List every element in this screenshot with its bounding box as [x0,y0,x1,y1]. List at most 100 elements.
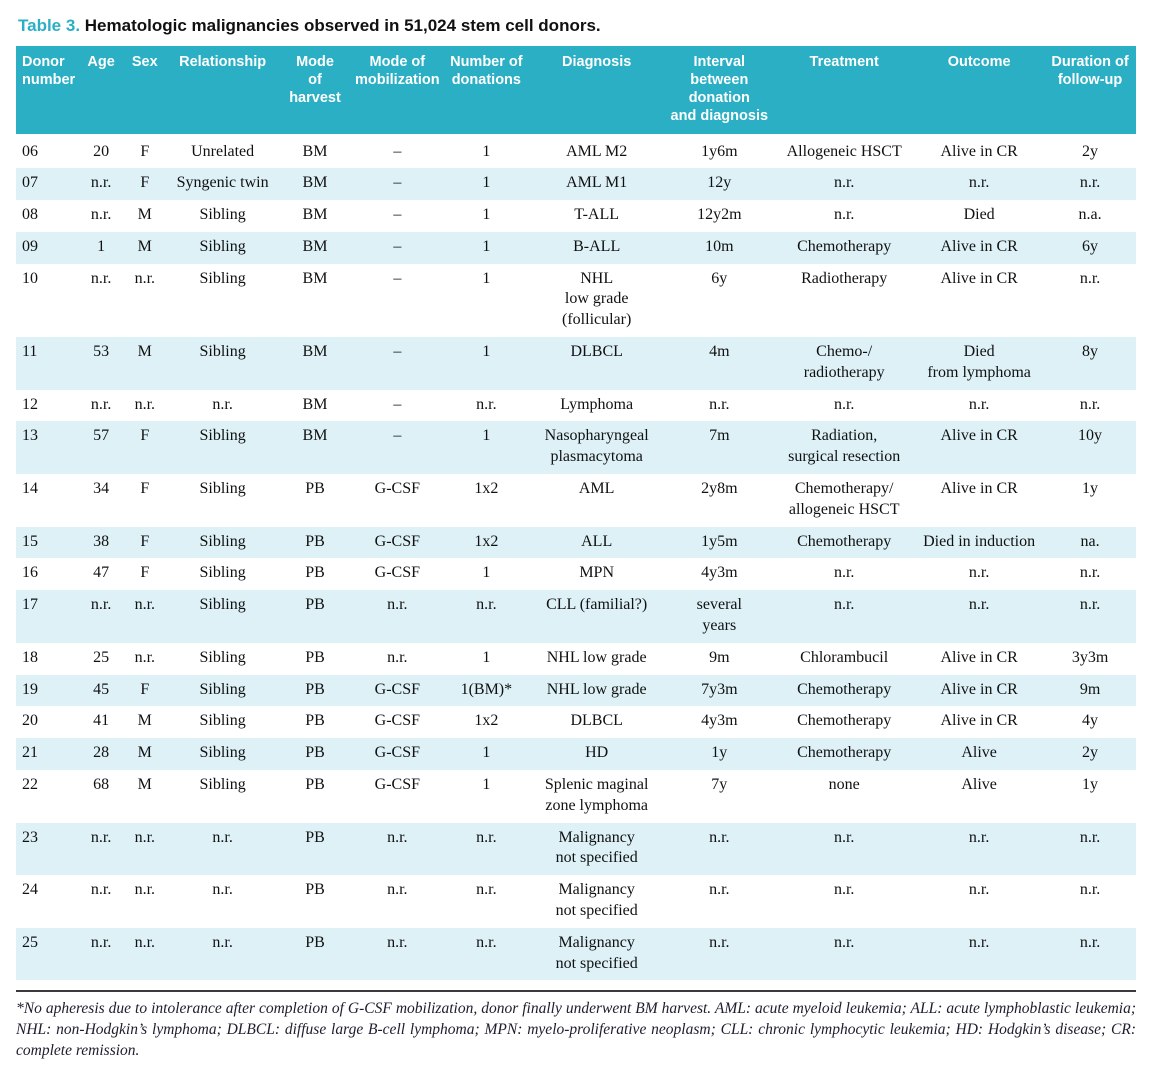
table-cell: 47 [93,564,110,582]
table-cell: Syngenic twin [176,174,269,192]
table-row: 18 25 n.r. Sibling PB n.r. 1 NHL low grade 9m Chl… [16,643,1136,675]
table-cell: n.r. [709,881,730,899]
table-cell: Chemotherapy [797,532,892,550]
table-cell: ALL [581,532,613,550]
table-cell: – [393,269,402,287]
table-cell: G-CSF [374,776,420,794]
table-cell: 11 [22,343,38,361]
table-cell: M [137,776,152,794]
table-title: Table 3. Hematologic malignancies observ… [18,16,1134,36]
table-cell: n.r. [90,269,112,287]
table-cell: 06 [22,142,38,160]
table-cell: 22 [22,776,38,794]
malignancies-table: Donor number Age Sex Relationship Mode of ha… [16,46,1136,981]
table-cell: – [393,174,402,192]
table-cell: 1 [482,648,491,666]
column-header: Treatment [774,46,915,137]
table-cell: 1x2 [474,532,499,550]
table-cell: – [393,142,402,160]
table-cell: 09 [22,237,38,255]
table-cell: n.r. [709,395,730,413]
table-cell: Radiation, surgical resection [788,427,901,466]
table-cell: 1y [1082,776,1099,794]
table-cell: n.r. [387,881,408,899]
table-cell: F [140,480,150,498]
table-cell: Sibling [199,564,246,582]
table-cell: Sibling [199,648,246,666]
table-row: 12 n.r. n.r. n.r. BM – n.r. Lymphoma n.r. n.r. n.r… [16,390,1136,422]
table-cell: n.r. [833,596,855,614]
table-cell: G-CSF [374,744,420,762]
table-cell: BM [302,206,328,224]
table-cell: 23 [22,828,38,846]
table-cell: 1 [482,744,491,762]
table-cell: – [393,237,402,255]
table-cell: n.r. [1079,564,1101,582]
table-cell: G-CSF [374,532,420,550]
table-cell: 15 [22,532,38,550]
header-row: Donor number Age Sex Relationship Mode of ha… [16,46,1136,137]
table-cell: PB [305,480,325,498]
table-cell: n.r. [134,648,156,666]
table-row: 25 n.r. n.r. n.r. PB n.r. n.r. Malignancy not s… [16,927,1136,981]
table-cell: n.r. [387,828,408,846]
table-cell: Chemotherapy [797,744,892,762]
table-cell: 2y8m [701,480,738,498]
table-row: 19 45 F Sibling PB G-CSF 1(BM)* NHL low grade 7y… [16,674,1136,707]
table-cell: n.r. [968,174,990,192]
table-cell: n.r. [833,564,855,582]
table-cell: n.r. [476,596,497,614]
table-cell: BM [302,395,328,413]
table-cell: G-CSF [374,564,420,582]
table-cell: n.r. [968,881,990,899]
table-cell: 57 [93,427,110,445]
table-cell: HD [585,744,609,762]
table-cell: 10y [1078,427,1103,445]
table-cell: 1x2 [474,480,499,498]
table-cell: M [137,206,152,224]
table-cell: 1 [482,237,491,255]
table-cell: 1 [482,776,491,794]
table-cell: 34 [93,480,110,498]
table-cell: 9m [1079,680,1101,698]
table-cell: BM [302,343,328,361]
column-header: Outcome [914,46,1045,137]
table-cell: G-CSF [374,712,420,730]
table-cell: 14 [22,480,38,498]
table-header: Donor number Age Sex Relationship Mode of ha… [16,46,1136,137]
table-cell: 1 [482,269,491,287]
table-cell: Sibling [199,237,246,255]
table-cell: 6y [1082,237,1099,255]
table-cell: 16 [22,564,38,582]
table-cell: n.r. [476,395,497,413]
table-cell: Unrelated [191,142,255,160]
table-row: 15 38 F Sibling PB G-CSF 1x2 ALL 1y5m Chemotherap… [16,526,1136,559]
table-cell: Malignancy not specified [555,933,638,972]
table-cell: 25 [93,648,110,666]
table-cell: 4y3m [701,712,738,730]
table-cell: 1x2 [474,712,499,730]
table-cell: 7m [709,427,730,445]
table-row: 20 41 M Sibling PB G-CSF 1x2 DLBCL 4y3m Chemother… [16,706,1136,738]
table-row: 17 n.r. n.r. Sibling PB n.r. n.r. CLL (familial… [16,590,1136,643]
table-cell: 20 [93,142,110,160]
table-cell: 12y [707,174,732,192]
table-cell: 68 [93,776,110,794]
table-cell: n.r. [968,828,990,846]
table-cell: several years [696,596,742,635]
table-cell: 20 [22,712,38,730]
table-cell: 18 [22,648,38,666]
table-cell: Died [963,206,995,224]
table-cell: 8y [1082,343,1099,361]
table-cell: 1 [482,142,491,160]
table-cell: Sibling [199,427,246,445]
table-cell: n.r. [212,395,233,413]
table-cell: PB [305,776,325,794]
table-cell: 10m [705,237,734,255]
column-header: Number of donations [443,46,529,137]
table-cell: Alive in CR [940,480,1018,498]
table-cell: 19 [22,680,38,698]
table-cell: PB [305,564,325,582]
table-cell: Sibling [199,269,246,287]
table-cell: PB [305,596,325,614]
